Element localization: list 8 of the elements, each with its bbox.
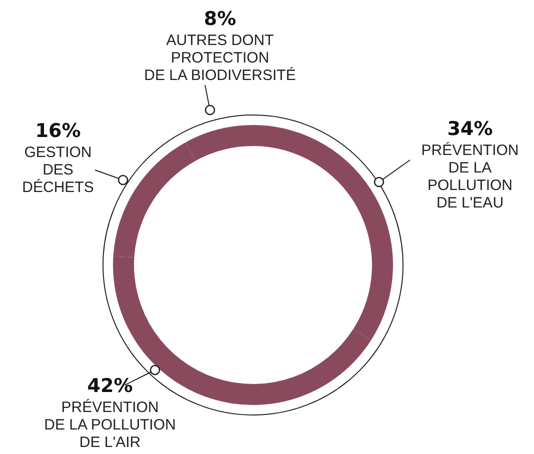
- data-label: 42%: [87, 375, 133, 397]
- data-label: 8%: [204, 8, 236, 30]
- data-label: 34%: [447, 118, 493, 140]
- data-label: 16%: [35, 120, 81, 142]
- slice-label: GESTION DES DÉCHETS: [22, 144, 94, 196]
- slice-label: AUTRES DONT PROTECTION DE LA BIODIVERSITÉ: [144, 32, 296, 84]
- slice-label: PRÉVENTION DE LA POLLUTION DE L'EAU: [421, 141, 519, 212]
- slice-label: PRÉVENTION DE LA POLLUTION DE L'AIR: [44, 398, 176, 451]
